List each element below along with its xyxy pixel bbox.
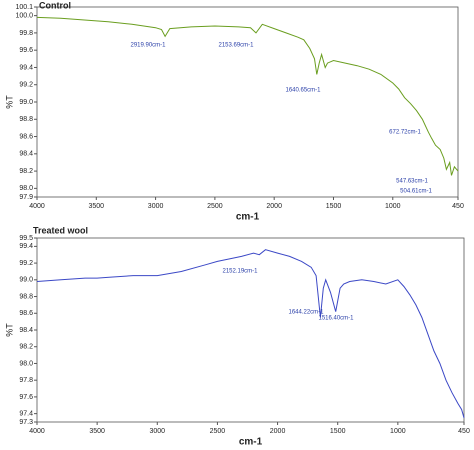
plot-frame <box>36 237 465 423</box>
y-tick-label: 99.4 <box>19 64 33 71</box>
x-tick-label: 1000 <box>390 428 406 435</box>
y-tick-label: 100.0 <box>15 12 33 19</box>
x-tick-label: 450 <box>452 203 464 210</box>
y-tick-label: 100.1 <box>15 4 33 11</box>
x-tick-label: 1500 <box>326 203 342 210</box>
y-tick-label: 98.0 <box>19 360 33 367</box>
y-tick-label: 98.2 <box>19 344 33 351</box>
y-tick-label: 99.4 <box>19 243 33 250</box>
y-tick-label: 99.6 <box>19 47 33 54</box>
y-tick-label: 98.6 <box>19 310 33 317</box>
x-tick-label: 1500 <box>330 428 346 435</box>
y-axis-label: %T <box>4 323 14 337</box>
x-tick-label: 2500 <box>207 203 223 210</box>
x-tick-label: 4000 <box>29 428 45 435</box>
y-tick-label: 97.4 <box>19 410 33 417</box>
x-tick-label: 3500 <box>89 428 105 435</box>
x-tick-label: 3500 <box>89 203 105 210</box>
peak-annotation: 2153.69cm-1 <box>218 43 254 49</box>
x-tick-label: 1000 <box>385 203 401 210</box>
x-axis-label: cm-1 <box>239 437 263 445</box>
plot-frame <box>36 6 459 198</box>
x-tick-label: 3000 <box>148 203 164 210</box>
x-tick-label: 4000 <box>29 203 45 210</box>
y-tick-label: 99.0 <box>19 277 33 284</box>
x-tick-label: 2000 <box>266 203 282 210</box>
y-tick-label: 98.8 <box>19 116 33 123</box>
x-tick-label: 2000 <box>270 428 286 435</box>
y-tick-label: 99.2 <box>19 82 33 89</box>
x-tick-label: 2500 <box>210 428 226 435</box>
y-tick-label: 98.0 <box>19 185 33 192</box>
y-tick-label: 97.3 <box>19 419 33 426</box>
peak-annotation: 1640.65cm-1 <box>285 88 321 94</box>
y-tick-label: 97.6 <box>19 394 33 401</box>
y-tick-label: 98.2 <box>19 168 33 175</box>
x-axis-label: cm-1 <box>236 212 260 223</box>
y-tick-label: 99.5 <box>19 235 33 242</box>
spectrum-line <box>36 249 465 418</box>
y-tick-label: 97.9 <box>19 194 33 201</box>
y-tick-label: 97.8 <box>19 377 33 384</box>
x-tick-label: 3000 <box>149 428 165 435</box>
y-axis-label: %T <box>4 95 14 109</box>
peak-annotation: 2152.19cm-1 <box>222 269 258 275</box>
y-tick-label: 98.4 <box>19 327 33 334</box>
y-tick-label: 99.8 <box>19 30 33 37</box>
y-tick-label: 98.8 <box>19 293 33 300</box>
y-tick-label: 99.2 <box>19 260 33 267</box>
peak-annotation: 504.61cm-1 <box>400 189 432 195</box>
y-tick-label: 99.0 <box>19 99 33 106</box>
spectrum-line <box>36 16 459 176</box>
y-tick-label: 98.4 <box>19 151 33 158</box>
peak-annotation: 2919.90cm-1 <box>130 43 166 49</box>
chart-title: Treated wool <box>33 225 88 235</box>
y-tick-label: 98.6 <box>19 133 33 140</box>
chart-title: Control <box>39 0 71 10</box>
peak-annotation: 672.72cm-1 <box>389 130 421 136</box>
x-tick-label: 450 <box>458 428 470 435</box>
peak-annotation: 1516.40cm-1 <box>318 316 354 322</box>
peak-annotation: 547.63cm-1 <box>396 179 428 185</box>
peak-annotation: 1644.22cm-1 <box>288 310 324 316</box>
